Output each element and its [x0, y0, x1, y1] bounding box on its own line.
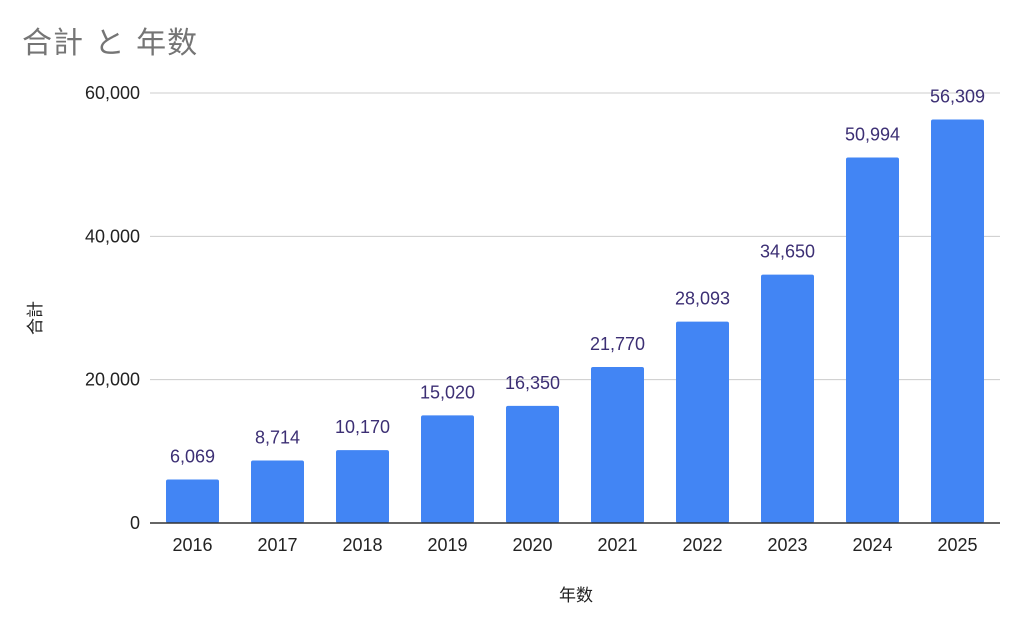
bar-2016 [166, 479, 219, 523]
x-tick-label-2016: 2016 [172, 535, 212, 555]
x-tick-label-2017: 2017 [257, 535, 297, 555]
data-label-2023: 34,650 [760, 242, 815, 262]
bar-2022 [676, 321, 729, 523]
x-tick-label-2024: 2024 [852, 535, 892, 555]
x-tick-label-2023: 2023 [767, 535, 807, 555]
x-tick-label-2021: 2021 [597, 535, 637, 555]
bar-2023 [761, 274, 814, 523]
x-tick-label-2020: 2020 [512, 535, 552, 555]
y-axis-title: 合計 [26, 301, 46, 335]
chart-title: 合計 と 年数 [22, 26, 199, 61]
data-label-2024: 50,994 [845, 125, 900, 145]
y-tick-label: 40,000 [85, 226, 140, 246]
bar-2021 [591, 366, 644, 523]
data-label-2022: 28,093 [675, 289, 730, 309]
data-label-2018: 10,170 [335, 417, 390, 437]
data-label-2019: 15,020 [420, 382, 475, 402]
x-axis-tick-labels: 2016 2017 2018 2019 2020 2021 2022 2023 2024 2025 [172, 535, 977, 555]
bars [166, 119, 984, 524]
data-label-2025: 56,309 [930, 86, 985, 106]
y-tick-label: 0 [130, 513, 140, 533]
x-tick-label-2019: 2019 [427, 535, 467, 555]
x-tick-label-2022: 2022 [682, 535, 722, 555]
bar-2019 [421, 415, 474, 523]
data-labels: 6,069 8,714 10,170 15,020 16,350 21,770 28,093… [170, 86, 985, 466]
bar-2017 [251, 460, 304, 523]
data-label-2016: 6,069 [170, 447, 215, 467]
y-axis-tick-labels: 0 20,000 40,000 60,000 [85, 83, 140, 533]
bar-2024 [846, 157, 899, 523]
data-label-2021: 21,770 [590, 334, 645, 354]
bar-2018 [336, 450, 389, 523]
data-label-2017: 8,714 [255, 428, 300, 448]
x-tick-label-2018: 2018 [342, 535, 382, 555]
x-axis-title: 年数 [559, 586, 593, 606]
y-tick-label: 20,000 [85, 370, 140, 390]
bar-2020 [506, 405, 559, 523]
y-tick-label: 60,000 [85, 83, 140, 103]
x-tick-label-2025: 2025 [937, 535, 977, 555]
bar-2025 [931, 119, 984, 524]
data-label-2020: 16,350 [505, 373, 560, 393]
